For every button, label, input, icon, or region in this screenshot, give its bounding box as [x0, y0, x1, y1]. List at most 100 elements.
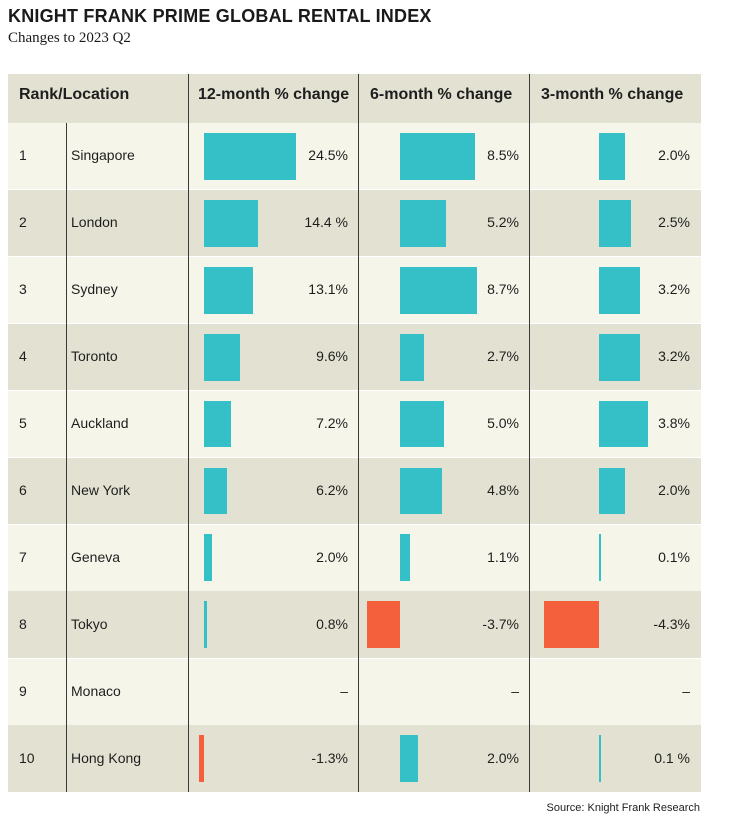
bar-3-month [599, 266, 640, 314]
value-label-6-month: 2.0% [487, 749, 519, 766]
table-row: 6 New York 6.2% 4.8% 2.0% [8, 457, 701, 525]
bar-6-month [400, 735, 418, 782]
bar-12-month [204, 333, 240, 381]
bar-12-month [204, 199, 258, 247]
bar-6-month [400, 467, 443, 515]
row-separator [8, 390, 701, 392]
bar-3-month [599, 735, 601, 782]
row-location: Singapore [71, 147, 135, 164]
value-label-12-month: 6.2% [316, 481, 348, 498]
row-rank: 1 [19, 147, 27, 164]
row-location: New York [71, 481, 131, 498]
row-rank: 4 [19, 348, 27, 365]
rental-index-table: Rank/Location 12-month % change 6-month … [8, 74, 701, 793]
value-label-12-month: – [340, 682, 348, 699]
row-rank: 2 [19, 214, 27, 231]
row-rank: 9 [19, 682, 27, 699]
table-row: 1 Singapore 24.5% 8.5% 2.0% [8, 123, 701, 190]
bar-12-month [204, 400, 231, 448]
bar-3-month [543, 601, 599, 649]
row-location: Monaco [71, 682, 121, 699]
row-location: Auckland [71, 415, 129, 432]
source-note: Source: Knight Frank Research [546, 802, 700, 814]
header-rank-location: Rank/Location [19, 86, 130, 103]
row-separator [8, 791, 701, 793]
value-label-6-month: 5.2% [487, 214, 519, 231]
bar-12-month [204, 601, 207, 649]
bar-3-month [599, 133, 625, 180]
column-divider [188, 74, 189, 792]
bar-6-month [400, 199, 446, 247]
row-location: Geneva [71, 548, 121, 565]
table-row: 2 London 14.4 % 5.2% 2.5% [8, 189, 701, 257]
value-label-6-month: 4.8% [487, 481, 519, 498]
row-rank: 5 [19, 415, 27, 432]
bar-3-month [599, 333, 640, 381]
bar-3-month [599, 467, 625, 515]
value-label-3-month: 3.8% [658, 415, 690, 432]
value-label-12-month: 24.5% [308, 147, 348, 164]
column-divider [529, 74, 530, 792]
value-label-3-month: 2.0% [658, 481, 690, 498]
value-label-6-month: 1.1% [487, 548, 519, 565]
row-location: Hong Kong [71, 749, 142, 766]
value-label-6-month: -3.7% [482, 615, 519, 632]
value-label-12-month: 9.6% [316, 348, 348, 365]
value-label-12-month: 2.0% [316, 548, 348, 565]
bar-12-month [199, 735, 204, 782]
table-row: 3 Sydney 13.1% 8.7% 3.2% [8, 257, 701, 324]
row-rank: 6 [19, 481, 27, 498]
row-separator [8, 657, 701, 659]
header-3-month: 3-month % change [541, 86, 684, 103]
value-label-3-month: 0.1% [658, 548, 690, 565]
header-6-month: 6-month % change [370, 86, 513, 103]
row-location: Tokyo [71, 615, 108, 632]
table-row: 4 Toronto 9.6% 2.7% 3.2% [8, 323, 701, 391]
value-label-3-month: 3.2% [658, 348, 690, 365]
value-label-12-month: 13.1% [308, 281, 348, 298]
row-separator [8, 256, 701, 258]
bar-3-month [599, 534, 601, 582]
column-divider [66, 123, 67, 792]
row-location: Toronto [71, 348, 118, 365]
table-header: Rank/Location 12-month % change 6-month … [8, 74, 701, 123]
row-separator [8, 523, 701, 525]
bar-12-month [204, 534, 212, 582]
bar-3-month [599, 400, 648, 448]
row-rank: 8 [19, 615, 27, 632]
value-label-12-month: 0.8% [316, 615, 348, 632]
header-12-month: 12-month % change [198, 86, 350, 103]
value-label-12-month: -1.3% [311, 749, 348, 766]
bar-6-month [400, 333, 424, 381]
bar-6-month [400, 266, 477, 314]
bar-12-month [204, 467, 228, 515]
chart-subtitle: Changes to 2023 Q2 [8, 30, 131, 46]
bar-6-month [400, 534, 410, 582]
row-location: London [71, 214, 118, 231]
table-row: 5 Auckland 7.2% 5.0% 3.8% [8, 391, 701, 458]
bar-6-month [367, 601, 400, 649]
row-rank: 10 [19, 749, 35, 766]
value-label-3-month: – [682, 682, 690, 699]
bar-3-month [599, 199, 631, 247]
table-row: 7 Geneva 2.0% 1.1% 0.1% [8, 524, 701, 591]
bar-12-month [204, 266, 254, 314]
value-label-3-month: 2.0% [658, 147, 690, 164]
value-label-6-month: – [511, 682, 519, 699]
value-label-6-month: 8.5% [487, 147, 519, 164]
value-label-3-month: 3.2% [658, 281, 690, 298]
bar-6-month [400, 400, 444, 448]
table-row: 9 Monaco – – – [8, 658, 701, 725]
value-label-12-month: 14.4 % [304, 214, 348, 231]
row-rank: 3 [19, 281, 27, 298]
value-label-12-month: 7.2% [316, 415, 348, 432]
column-divider [358, 74, 359, 792]
value-label-3-month: 0.1 % [654, 749, 690, 766]
row-rank: 7 [19, 548, 27, 565]
value-label-6-month: 2.7% [487, 348, 519, 365]
value-label-3-month: -4.3% [653, 615, 690, 632]
table-row: 10 Hong Kong -1.3% 2.0% 0.1 % [8, 725, 701, 792]
value-label-3-month: 2.5% [658, 214, 690, 231]
bar-6-month [400, 133, 475, 180]
value-label-6-month: 8.7% [487, 281, 519, 298]
